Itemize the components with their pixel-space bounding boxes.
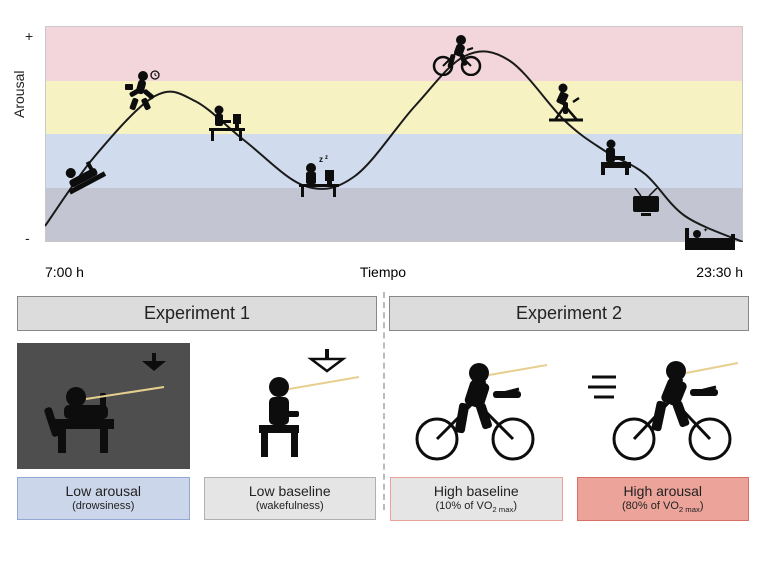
high-baseline-illus	[390, 343, 563, 469]
low-arousal-label: Low arousal (drowsiness)	[17, 477, 190, 520]
tv-icon	[631, 188, 665, 216]
low-baseline-illus	[204, 343, 377, 469]
cell-sub: (10% of VO2 max)	[395, 500, 558, 514]
experiment-headers: Experiment 1 Experiment 2	[17, 296, 749, 331]
top-arousal-panel: + Arousal - zz	[17, 8, 749, 258]
y-axis-label: Arousal	[11, 71, 27, 118]
running-icon	[125, 70, 161, 112]
experiments-panel: Experiment 1 Experiment 2	[17, 296, 749, 521]
high-baseline-label: High baseline (10% of VO2 max)	[390, 477, 563, 521]
low-arousal-illus	[17, 343, 190, 469]
cell-low-baseline: Low baseline (wakefulness)	[204, 343, 377, 521]
cycling-icon	[431, 32, 483, 76]
cell-title: Low arousal	[66, 483, 142, 499]
svg-text:z: z	[325, 155, 328, 161]
svg-text:✦: ✦	[703, 227, 708, 234]
bed-icon: ✦	[685, 226, 739, 254]
cell-title: Low baseline	[249, 483, 331, 499]
x-axis-start: 7:00 h	[45, 264, 84, 280]
desk-work-icon	[205, 102, 249, 142]
svg-text:z: z	[319, 155, 323, 164]
cell-sub: (drowsiness)	[22, 500, 185, 513]
high-arousal-illus	[577, 343, 750, 469]
sleep-desk-icon: zz	[295, 154, 343, 198]
low-baseline-label: Low baseline (wakefulness)	[204, 477, 377, 520]
y-axis-minus: -	[25, 230, 30, 246]
figure-container: + Arousal - zz	[0, 0, 766, 529]
exp1-header: Experiment 1	[17, 296, 377, 331]
cell-title: High arousal	[623, 483, 702, 499]
cell-low-arousal: Low arousal (drowsiness)	[17, 343, 190, 521]
cell-high-baseline: High baseline (10% of VO2 max)	[390, 343, 563, 521]
sitting-couch-icon	[595, 136, 637, 176]
x-axis-center: Tiempo	[360, 264, 406, 280]
high-arousal-label: High arousal (80% of VO2 max)	[577, 477, 750, 521]
cell-title: High baseline	[434, 483, 519, 499]
cell-sub: (80% of VO2 max)	[582, 500, 745, 514]
stationary-bike-icon	[545, 80, 587, 124]
x-axis-end: 23:30 h	[696, 264, 743, 280]
lying-icon	[65, 160, 109, 196]
x-axis: 7:00 h Tiempo 23:30 h	[17, 264, 749, 282]
y-axis-plus: +	[25, 28, 33, 44]
cell-sub: (wakefulness)	[209, 500, 372, 513]
band-midlow	[46, 134, 742, 188]
cell-high-arousal: High arousal (80% of VO2 max)	[577, 343, 750, 521]
exp2-header: Experiment 2	[389, 296, 749, 331]
